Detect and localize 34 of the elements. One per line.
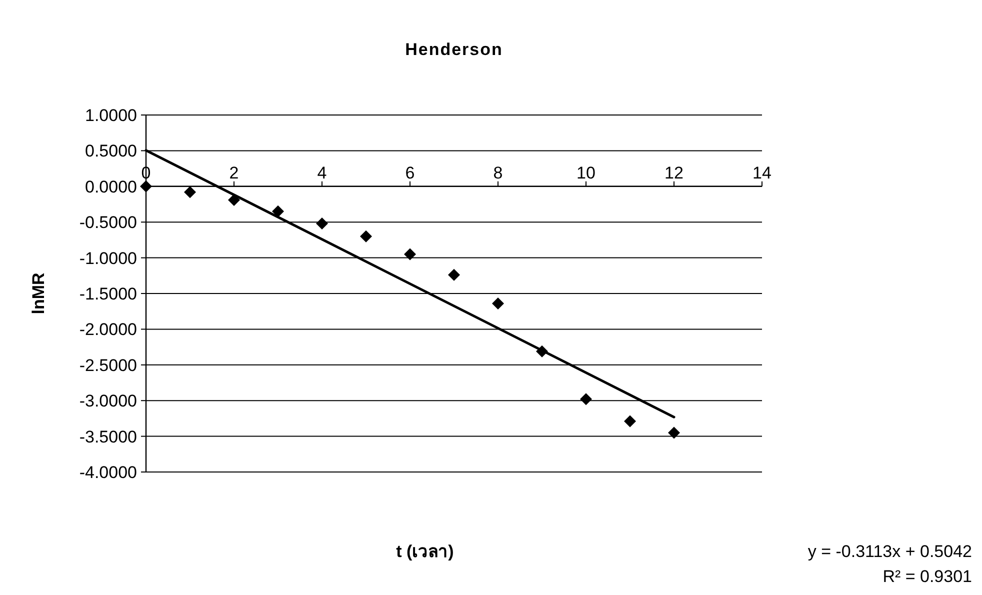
y-tick-label: -3.0000 [79,392,137,411]
point [492,297,504,310]
y-tick-label: 0.0000 [85,177,137,196]
y-tick-label: -2.5000 [79,356,137,375]
y-tick-label: -0.5000 [79,213,137,232]
y-tick-label: 0.5000 [85,142,137,161]
x-axis-title: t (เวลา) [396,542,454,561]
x-tick-label: 14 [752,163,772,182]
point [316,218,328,230]
point [184,186,196,198]
y-tick-label: -1.5000 [79,284,137,304]
y-tick-label: 1.0000 [85,106,137,125]
x-tick-label: 4 [317,163,327,182]
text: R² = 0.9301 [882,567,972,586]
point [448,268,460,281]
point [668,426,680,439]
y-tick-label: -3.5000 [79,427,137,446]
x-tick-label: 12 [664,163,684,182]
point [580,393,592,406]
point [624,415,636,428]
x-tick-label: 6 [405,163,415,182]
point [360,230,372,242]
x-tick-label: 8 [493,163,503,182]
y-tick-label: -4.0000 [79,463,137,482]
x-tick-label: 2 [229,163,239,182]
point [272,205,284,218]
y-tick-label: -1.0000 [79,248,137,268]
point [140,180,152,192]
x-tick-label: 10 [576,163,596,182]
y-axis-title: lnMR [29,272,48,314]
y-tick-label: -2.0000 [79,320,137,340]
chart-title: Henderson [405,40,503,59]
point [404,248,416,260]
text: y = -0.3113x + 0.5042 [808,542,972,561]
